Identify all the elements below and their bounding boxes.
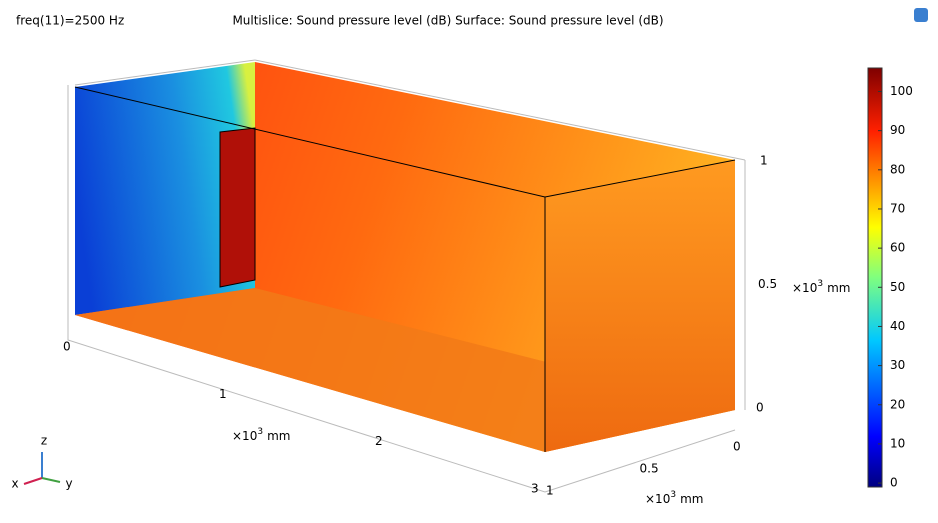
triad-label: y: [65, 477, 72, 491]
colorbar-tick-label: 40: [890, 319, 905, 333]
unit-prefix: ×10: [792, 281, 817, 295]
colorbar-tick-label: 70: [890, 201, 905, 215]
unit-name: mm: [827, 281, 850, 295]
axis-tick-label: 2: [375, 434, 383, 448]
axis-tick-label: 1: [219, 387, 227, 401]
unit-name: mm: [680, 492, 703, 506]
unit-exponent: 3: [817, 279, 823, 289]
front-surface: [545, 160, 735, 452]
colorbar: [867, 67, 883, 488]
axis-frame: [67, 59, 746, 493]
axis-unit-label: ×103 mm: [645, 490, 703, 506]
axis-tick-label: 0: [733, 440, 741, 454]
colorbar-tick-label: 30: [890, 358, 905, 372]
axis-tick-label: 0: [63, 340, 71, 354]
axis-tick-label: 0.5: [758, 277, 777, 291]
unit-prefix: ×10: [645, 492, 670, 506]
colorbar-tick-label: 10: [890, 436, 905, 450]
axis-tick-label: 1: [760, 154, 768, 168]
frequency-label: freq(11)=2500 Hz: [16, 14, 124, 28]
colorbar-tick-label: 100: [890, 84, 913, 98]
axis-unit-label: ×103 mm: [232, 427, 290, 443]
colorbar-tick-label: 0: [890, 476, 898, 490]
source-box: [219, 127, 256, 288]
unit-exponent: 3: [670, 490, 676, 500]
unit-name: mm: [267, 429, 290, 443]
toolbar-icon[interactable]: [914, 8, 928, 22]
axis-tick-label: 1: [546, 484, 554, 498]
axis-tick-label: 0.5: [640, 462, 659, 476]
unit-prefix: ×10: [232, 429, 257, 443]
colorbar-tick-label: 20: [890, 397, 905, 411]
unit-exponent: 3: [257, 427, 263, 437]
box-outline: [74, 86, 736, 452]
axis-tick-label: 0: [756, 401, 764, 415]
axis-unit-label: ×103 mm: [792, 279, 850, 295]
colorbar-tick-label: 50: [890, 280, 905, 294]
chart-title: Multislice: Sound pressure level (dB) Su…: [232, 14, 663, 28]
colorbar-tick-label: 90: [890, 123, 905, 137]
triad-label: z: [41, 434, 47, 448]
back-slice: [75, 62, 255, 315]
triad-label: x: [11, 477, 18, 491]
colorbar-tick-label: 80: [890, 162, 905, 176]
colorbar-tick-label: 60: [890, 241, 905, 255]
axis-triad: z x y: [11, 434, 72, 491]
axis-tick-label: 3: [531, 482, 539, 496]
